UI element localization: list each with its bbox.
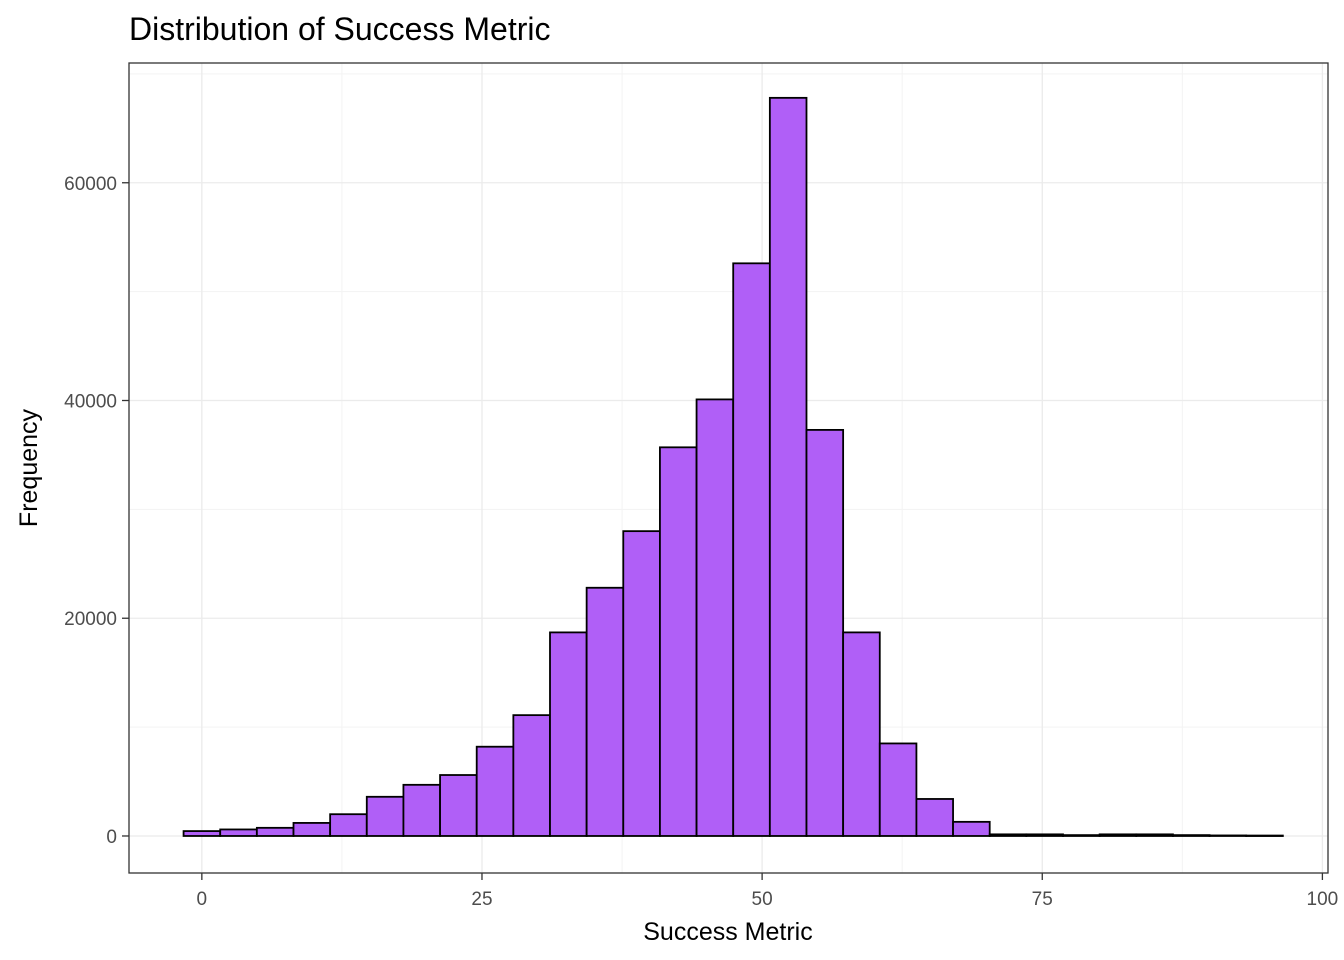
histogram-bar — [952, 820, 991, 837]
x-tick-label: 75 — [1032, 889, 1053, 910]
histogram-bar — [512, 714, 551, 837]
histogram-bar — [255, 826, 295, 837]
histogram-bar — [768, 96, 808, 837]
histogram-bar — [622, 530, 661, 837]
histogram-bar — [292, 822, 332, 837]
histogram-bar — [1208, 834, 1248, 837]
histogram-bar — [988, 833, 1028, 837]
histogram-bar — [549, 631, 588, 837]
histogram-bar — [585, 586, 625, 837]
histogram-bar — [439, 774, 478, 837]
histogram-bar — [182, 830, 222, 837]
x-tick-label: 50 — [752, 889, 773, 910]
histogram-bar — [1135, 833, 1174, 837]
histogram-bars — [182, 96, 1284, 837]
y-tick-label: 0 — [106, 827, 117, 848]
histogram-bar — [402, 783, 441, 837]
y-tick-label: 40000 — [64, 392, 117, 413]
histogram-bar — [1098, 833, 1138, 837]
histogram-bar — [1025, 833, 1064, 837]
x-tick-label: 25 — [471, 889, 492, 910]
histogram-bar — [475, 745, 515, 837]
histogram-bar — [695, 398, 735, 837]
histogram-bar — [365, 795, 405, 837]
histogram-bar — [1172, 834, 1211, 837]
chart-title: Distribution of Success Metric — [129, 11, 550, 47]
y-axis: 0 20000 40000 60000 — [64, 174, 129, 848]
histogram-bar — [1062, 834, 1101, 837]
histogram-bar — [219, 828, 258, 837]
y-tick-label: 60000 — [64, 174, 117, 195]
histogram-bar — [915, 798, 954, 837]
histogram-bar — [732, 262, 771, 837]
x-tick-label: 100 — [1307, 889, 1339, 910]
histogram-bar — [1245, 834, 1284, 837]
panel-border — [128, 62, 1329, 874]
y-axis-title: Frequency — [15, 408, 43, 527]
histogram-bar — [659, 446, 698, 837]
x-axis: 0 25 50 75 100 — [197, 873, 1339, 910]
histogram-bar — [329, 813, 368, 837]
histogram-bar — [805, 428, 845, 837]
histogram-bar — [842, 631, 881, 837]
x-tick-label: 0 — [197, 889, 208, 910]
histogram-bar — [878, 742, 918, 837]
y-tick-label: 20000 — [64, 609, 117, 630]
x-axis-title: Success Metric — [643, 918, 812, 946]
